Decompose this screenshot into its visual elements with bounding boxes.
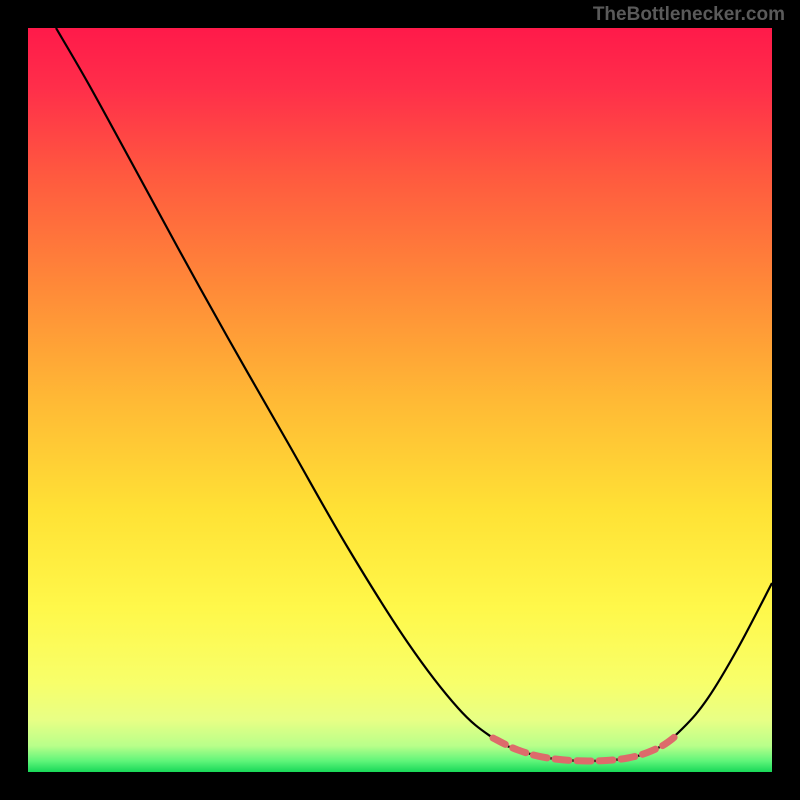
chart-area: [28, 28, 772, 772]
curve-overlay: [28, 28, 772, 772]
optimal-range-marker: [493, 736, 676, 761]
bottleneck-curve: [56, 28, 772, 761]
watermark-text: TheBottlenecker.com: [593, 4, 785, 26]
